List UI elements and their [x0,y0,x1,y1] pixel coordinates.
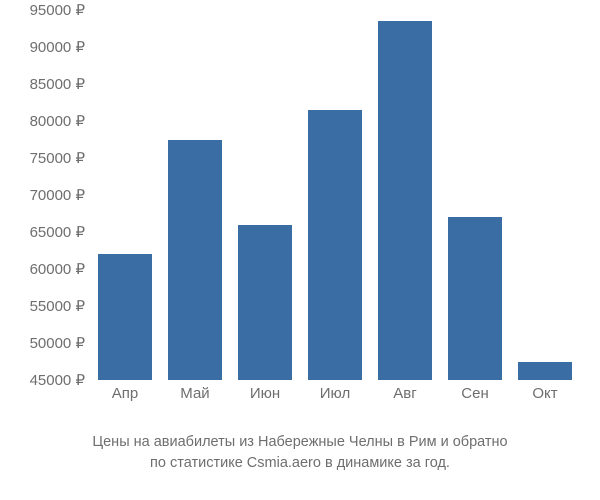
y-tick-label: 95000 ₽ [30,1,85,19]
x-tick-label: Авг [393,385,416,402]
bar [448,217,503,380]
x-axis-labels: Апр Май Июн Июл Авг Сен Окт [90,385,580,410]
x-tick-label: Июл [320,385,350,402]
bar [518,362,573,381]
caption-line-1: Цены на авиабилеты из Набережные Челны в… [0,432,600,453]
bar [98,254,153,380]
y-tick-label: 70000 ₽ [30,186,85,204]
caption-line-2: по статистике Csmia.aero в динамике за г… [0,453,600,474]
y-tick-label: 45000 ₽ [30,371,85,389]
x-tick-label: Июн [250,385,280,402]
y-tick-label: 75000 ₽ [30,149,85,167]
bar [168,140,223,381]
x-tick-label: Окт [532,385,557,402]
x-tick-label: Сен [461,385,488,402]
plot-area [90,10,580,380]
y-axis-labels: 45000 ₽50000 ₽55000 ₽60000 ₽65000 ₽70000… [0,10,85,380]
y-tick-label: 90000 ₽ [30,38,85,56]
bar [308,110,363,380]
price-chart: 45000 ₽ 50000 ₽ 55000 ₽ 60000 ₽ 65000 ₽ 70000… [0,0,600,500]
y-tick-label: 55000 ₽ [30,297,85,315]
bar [238,225,293,380]
y-tick-label: 50000 ₽ [30,334,85,352]
y-tick-label: 65000 ₽ [30,223,85,241]
x-tick-label: Май [180,385,209,402]
y-tick-label: 80000 ₽ [30,112,85,130]
y-tick-label: 60000 ₽ [30,260,85,278]
bar [378,21,433,380]
y-tick-label: 85000 ₽ [30,75,85,93]
x-tick-label: Апр [112,385,138,402]
